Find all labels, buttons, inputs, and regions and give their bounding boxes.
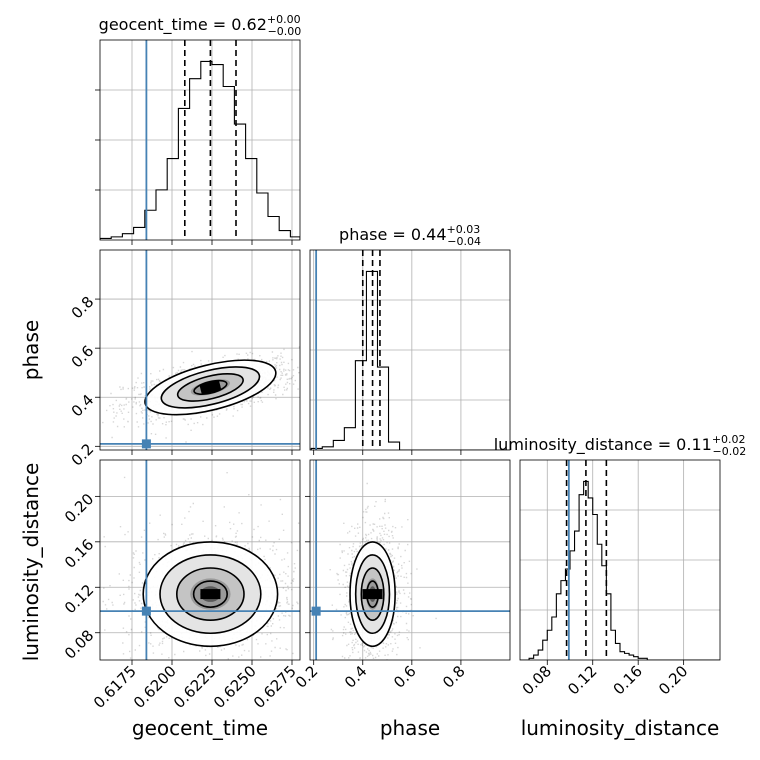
x-axis-label-geocent-time: geocent_time [132, 716, 268, 740]
x-tick-label: 0.16 [610, 662, 646, 698]
y-tick-label: 0.6 [68, 342, 98, 372]
panel-title-text: phase = 0.44 [339, 225, 446, 244]
panel-plot-area [310, 250, 510, 450]
y-tick-label: 0.08 [61, 626, 97, 662]
panel-geocent_time-geocent_time: geocent_time = 0.62+0.00 −0.00 [95, 13, 301, 245]
y-axis-label-luminosity-distance: luminosity_distance [19, 463, 43, 662]
truth-marker [141, 439, 151, 449]
panel-frame [309, 249, 511, 451]
contour-line [349, 541, 396, 648]
y-tick-label: 0.20 [61, 490, 97, 526]
x-tick-label: 0.08 [519, 662, 555, 698]
x-tick-label: 0.4 [341, 662, 371, 692]
panel-title-lower-error: −0.00 [268, 25, 302, 38]
panel-plot-area [100, 250, 300, 450]
panel-plot-area [520, 460, 720, 660]
histogram-luminosity_distance [520, 480, 720, 660]
density-peak [362, 589, 383, 600]
y-tick-label: 0.12 [61, 581, 97, 617]
panel-frame [519, 459, 721, 661]
panel-title-text: luminosity_distance = 0.11 [494, 435, 712, 455]
panel-frame [309, 459, 511, 661]
panel-title-lower-error: −0.02 [713, 445, 747, 458]
x-axis-label-luminosity-distance: luminosity_distance [521, 716, 720, 740]
histogram-phase [310, 270, 510, 450]
panel-phase-phase: phase = 0.44+0.03 −0.04 [309, 223, 511, 455]
contour-line [159, 554, 262, 635]
panel-frame [99, 249, 301, 451]
panel-plot-area [310, 460, 510, 660]
contour-line [142, 541, 279, 648]
x-tick-label: 0.6225 [170, 662, 220, 712]
histogram-geocent_time [100, 60, 300, 240]
contour-line [144, 359, 277, 416]
panel-geocent_time-phase: 0.2 0.4 0.6 0.8 [68, 249, 301, 470]
x-axis-label-phase: phase [380, 716, 440, 740]
panel-plot-area [100, 40, 300, 240]
x-tick-label: 0.6175 [90, 662, 140, 712]
panel-phase-luminosity_distance: 0.2 0.4 0.6 0.8 [292, 459, 511, 692]
x-tick-label: 0.12 [564, 662, 600, 698]
x-tick-label: 0.6200 [130, 662, 180, 712]
panel-title: luminosity_distance = 0.11+0.02 −0.02 [494, 433, 747, 458]
contour-line [175, 567, 245, 621]
truth-marker [141, 606, 151, 616]
panel-title: geocent_time = 0.62+0.00 −0.00 [99, 13, 302, 38]
contour-line [192, 580, 228, 608]
y-tick-label: 0.16 [61, 535, 97, 571]
panel-title-upper-error: +0.02 [712, 433, 746, 446]
contour-line [366, 580, 380, 608]
panel-title-upper-error: +0.00 [267, 13, 301, 26]
x-tick-label: 0.8 [439, 662, 469, 692]
y-axis-label-phase: phase [19, 320, 43, 380]
panel-luminosity_distance-luminosity_distance: 0.08 0.12 0.16 0.20 luminosity_distance = 0.… [494, 433, 747, 698]
contour-line [160, 366, 261, 409]
y-tick-label: 0.2 [68, 440, 98, 470]
panel-frame [99, 459, 301, 661]
contour-line [176, 372, 244, 402]
panel-title-text: geocent_time = 0.62 [99, 15, 267, 35]
x-tick-label: 0.6275 [250, 662, 300, 712]
x-tick-label: 0.6250 [210, 662, 260, 712]
x-tick-label: 0.2 [292, 662, 322, 692]
panel-title: phase = 0.44+0.03 −0.04 [339, 223, 481, 248]
y-tick-label: 0.4 [68, 391, 98, 421]
contour-line [354, 554, 391, 635]
truth-marker [311, 606, 321, 616]
contour-line [360, 567, 385, 621]
y-tick-label: 0.8 [68, 293, 98, 323]
density-peak [200, 589, 221, 600]
panel-title-lower-error: −0.04 [447, 235, 481, 248]
x-tick-label: 0.6 [390, 662, 420, 692]
panel-plot-area [100, 460, 300, 660]
panel-title-upper-error: +0.03 [447, 223, 481, 236]
contour-line [193, 379, 228, 396]
x-tick-label: 0.20 [655, 662, 691, 698]
